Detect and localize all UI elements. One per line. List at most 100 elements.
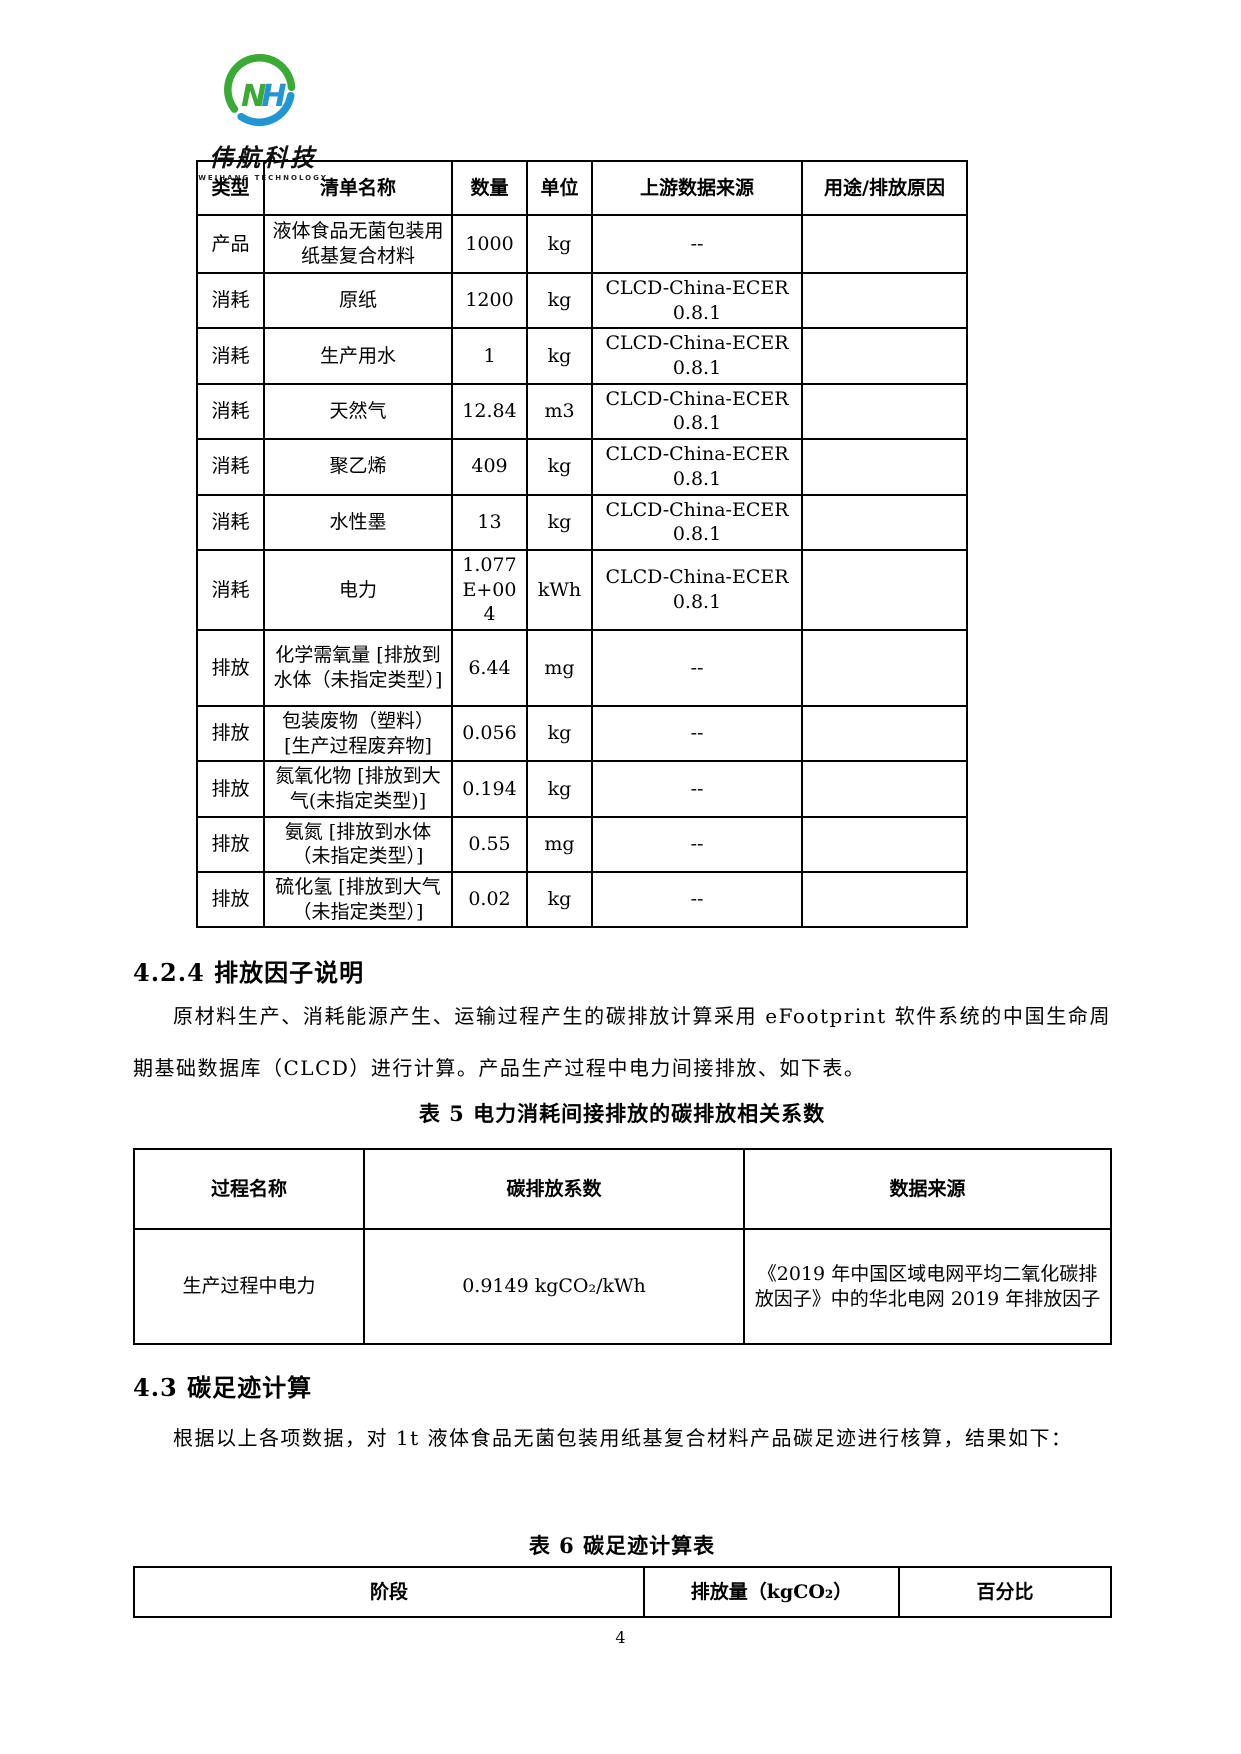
cell-name: 氮氧化物 [排放到大气(未指定类型)] — [263, 760, 453, 818]
cell-data-source: 《2019 年中国区域电网平均二氧化碳排放因子》中的华北电网 2019 年排放因… — [743, 1228, 1112, 1345]
cell-qty: 0.55 — [451, 815, 528, 874]
cell-unit: m3 — [526, 382, 593, 441]
cell-purpose — [801, 628, 968, 707]
cell-unit: kWh — [526, 548, 593, 631]
cell-purpose — [801, 815, 968, 874]
cell-type: 消耗 — [196, 271, 265, 330]
cell-name: 氨氮 [排放到水体（未指定类型）] — [263, 815, 453, 874]
cell-qty: 13 — [451, 493, 528, 551]
cell-purpose — [801, 327, 968, 385]
cell-qty: 409 — [451, 438, 528, 496]
cell-source: -- — [591, 815, 803, 874]
cell-unit: mg — [526, 815, 593, 874]
cell-type: 排放 — [196, 628, 265, 707]
section-424-heading: 4.2.4 排放因子说明 — [133, 958, 365, 987]
cell-type: 排放 — [196, 704, 265, 763]
section-424-paragraph: 原材料生产、消耗能源产生、运输过程产生的碳排放计算采用 eFootprint 软… — [133, 1004, 1111, 1080]
cell-name: 液体食品无菌包装用纸基复合材料 — [263, 214, 453, 274]
table6-title: 表 6 碳足迹计算表 — [528, 1533, 716, 1558]
table-row: 消耗 电力 1.077E+004 kWh CLCD-China-ECER 0.8… — [196, 548, 968, 631]
footprint-table: 阶段 排放量（kgCO₂） 百分比 — [133, 1566, 1112, 1618]
table6-header-row: 阶段 排放量（kgCO₂） 百分比 — [133, 1566, 1112, 1618]
cell-source: -- — [591, 628, 803, 707]
cell-unit: kg — [526, 493, 593, 551]
cell-type: 排放 — [196, 760, 265, 818]
cell-unit: kg — [526, 327, 593, 385]
cell-qty: 0.02 — [451, 871, 528, 929]
table5-header-row: 过程名称 碳排放系数 数据来源 — [133, 1148, 1112, 1230]
col-header-unit: 单位 — [526, 160, 593, 216]
table-row: 消耗 聚乙烯 409 kg CLCD-China-ECER 0.8.1 — [196, 438, 968, 496]
cell-type: 排放 — [196, 815, 265, 874]
emission-factor-table: 过程名称 碳排放系数 数据来源 生产过程中电力 0.9149 kgCO₂/kWh… — [133, 1148, 1112, 1345]
cell-qty: 6.44 — [451, 628, 528, 707]
cell-purpose — [801, 760, 968, 818]
cell-source: -- — [591, 871, 803, 929]
table-row: 消耗 原纸 1200 kg CLCD-China-ECER 0.8.1 — [196, 271, 968, 330]
cell-qty: 0.056 — [451, 704, 528, 763]
page-number: 4 — [615, 1628, 626, 1647]
inventory-table: 类型 清单名称 数量 单位 上游数据来源 用途/排放原因 产品 液体食品无菌包装… — [196, 160, 968, 929]
cell-type: 消耗 — [196, 493, 265, 551]
cell-type: 消耗 — [196, 438, 265, 496]
cell-purpose — [801, 214, 968, 274]
svg-text:H: H — [261, 79, 286, 114]
col-header-name: 清单名称 — [263, 160, 453, 216]
cell-source: CLCD-China-ECER 0.8.1 — [591, 548, 803, 631]
col-header-qty: 数量 — [451, 160, 528, 216]
table-row: 排放 氮氧化物 [排放到大气(未指定类型)] 0.194 kg -- — [196, 760, 968, 818]
cell-type: 排放 — [196, 871, 265, 929]
cell-source: -- — [591, 760, 803, 818]
col-header-coefficient: 碳排放系数 — [363, 1148, 745, 1230]
cell-purpose — [801, 438, 968, 496]
cell-qty: 1000 — [451, 214, 528, 274]
cell-qty: 0.194 — [451, 760, 528, 818]
table-row: 排放 包装废物（塑料）[生产过程废弃物] 0.056 kg -- — [196, 704, 968, 763]
cell-name: 化学需氧量 [排放到水体（未指定类型）] — [263, 628, 453, 707]
col-header-stage: 阶段 — [133, 1566, 645, 1618]
cell-unit: kg — [526, 214, 593, 274]
cell-unit: mg — [526, 628, 593, 707]
logo-mark-icon: N H — [188, 52, 338, 136]
cell-source: CLCD-China-ECER 0.8.1 — [591, 382, 803, 441]
cell-coefficient: 0.9149 kgCO₂/kWh — [363, 1228, 745, 1345]
table-row: 生产过程中电力 0.9149 kgCO₂/kWh 《2019 年中国区域电网平均… — [133, 1228, 1112, 1345]
cell-source: CLCD-China-ECER 0.8.1 — [591, 438, 803, 496]
table-row: 消耗 天然气 12.84 m3 CLCD-China-ECER 0.8.1 — [196, 382, 968, 441]
col-header-purpose: 用途/排放原因 — [801, 160, 968, 216]
cell-source: CLCD-China-ECER 0.8.1 — [591, 327, 803, 385]
table-row: 消耗 生产用水 1 kg CLCD-China-ECER 0.8.1 — [196, 327, 968, 385]
col-header-data-source: 数据来源 — [743, 1148, 1112, 1230]
cell-qty: 1 — [451, 327, 528, 385]
col-header-emission: 排放量（kgCO₂） — [643, 1566, 900, 1618]
col-header-percent: 百分比 — [898, 1566, 1112, 1618]
cell-source: CLCD-China-ECER 0.8.1 — [591, 493, 803, 551]
cell-purpose — [801, 382, 968, 441]
cell-name: 硫化氢 [排放到大气（未指定类型）] — [263, 871, 453, 929]
cell-qty: 1200 — [451, 271, 528, 330]
svg-text:N: N — [241, 79, 266, 114]
cell-process: 生产过程中电力 — [133, 1228, 365, 1345]
cell-purpose — [801, 548, 968, 631]
table-row: 产品 液体食品无菌包装用纸基复合材料 1000 kg -- — [196, 214, 968, 274]
cell-type: 消耗 — [196, 327, 265, 385]
cell-purpose — [801, 704, 968, 763]
cell-name: 生产用水 — [263, 327, 453, 385]
cell-source: -- — [591, 704, 803, 763]
cell-purpose — [801, 271, 968, 330]
cell-name: 原纸 — [263, 271, 453, 330]
section-43-paragraph: 根据以上各项数据，对 1t 液体食品无菌包装用纸基复合材料产品碳足迹进行核算，结… — [173, 1426, 1073, 1450]
table-row: 排放 化学需氧量 [排放到水体（未指定类型）] 6.44 mg -- — [196, 628, 968, 707]
inventory-table-header-row: 类型 清单名称 数量 单位 上游数据来源 用途/排放原因 — [196, 160, 968, 216]
cell-type: 消耗 — [196, 548, 265, 631]
col-header-type: 类型 — [196, 160, 265, 216]
cell-name: 聚乙烯 — [263, 438, 453, 496]
cell-unit: kg — [526, 760, 593, 818]
cell-qty: 1.077E+004 — [451, 548, 528, 631]
cell-name: 电力 — [263, 548, 453, 631]
table-row: 排放 硫化氢 [排放到大气（未指定类型）] 0.02 kg -- — [196, 871, 968, 929]
col-header-process: 过程名称 — [133, 1148, 365, 1230]
cell-unit: kg — [526, 271, 593, 330]
cell-purpose — [801, 493, 968, 551]
cell-name: 天然气 — [263, 382, 453, 441]
